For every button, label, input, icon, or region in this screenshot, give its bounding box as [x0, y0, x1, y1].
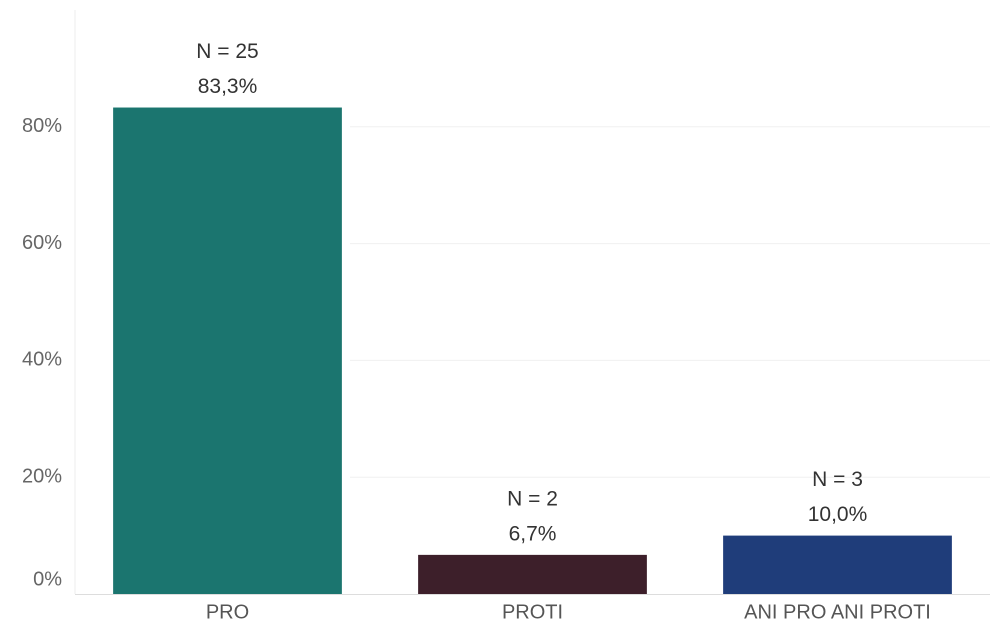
bar — [418, 554, 647, 594]
y-tick-label: 80% — [22, 115, 62, 137]
value-label: 10,0% — [808, 503, 868, 526]
x-tick-label: PRO — [206, 601, 249, 623]
bar — [723, 535, 952, 594]
y-tick-label: 0% — [33, 568, 62, 590]
value-label: 83,3% — [198, 75, 258, 98]
value-label: 6,7% — [509, 522, 557, 545]
bar — [113, 107, 342, 594]
y-tick-label: 60% — [22, 232, 62, 254]
x-tick-label: PROTI — [502, 601, 563, 623]
count-label: N = 25 — [196, 40, 258, 63]
count-label: N = 2 — [507, 487, 558, 510]
y-tick-label: 40% — [22, 349, 62, 371]
y-tick-label: 20% — [22, 465, 62, 487]
x-tick-label: ANI PRO ANI PROTI — [744, 601, 931, 623]
count-label: N = 3 — [812, 468, 863, 491]
